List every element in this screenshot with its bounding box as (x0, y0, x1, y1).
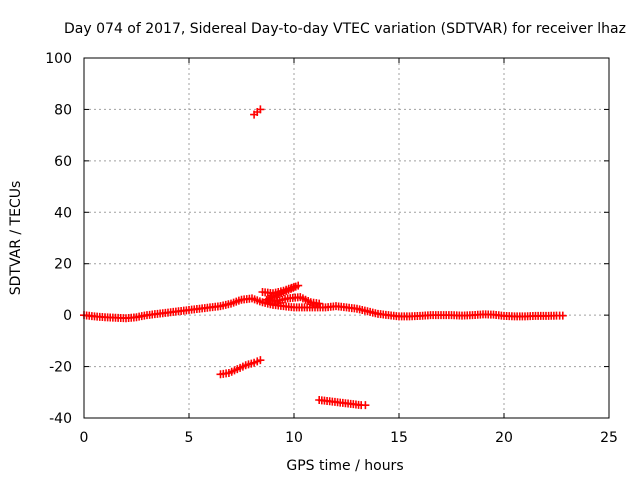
series-2 (258, 281, 324, 308)
series-4 (250, 105, 265, 119)
grid-lines (84, 58, 609, 418)
x-axis-ticks: 0 5 10 15 20 25 (80, 58, 618, 446)
chart-title: Day 074 of 2017, Sidereal Day-to-day VTE… (64, 21, 626, 37)
data-points (80, 105, 567, 410)
series-3 (216, 356, 265, 379)
x-tick-label: 25 (600, 430, 618, 446)
data-point (256, 356, 265, 365)
x-tick-label: 15 (390, 430, 408, 446)
y-tick-label: 80 (54, 102, 72, 118)
data-point (256, 105, 265, 114)
y-tick-label: -40 (49, 411, 72, 427)
series-5 (315, 396, 370, 410)
data-point (361, 401, 370, 410)
data-point (558, 311, 567, 320)
x-tick-label: 10 (285, 430, 303, 446)
y-tick-label: 60 (54, 154, 72, 170)
y-tick-label: -20 (49, 360, 72, 376)
x-tick-label: 20 (495, 430, 513, 446)
data-point (315, 299, 324, 308)
x-tick-label: 0 (80, 430, 89, 446)
y-tick-label: 100 (45, 51, 72, 67)
y-tick-label: 0 (63, 308, 72, 324)
series-1 (80, 294, 567, 323)
x-tick-label: 5 (185, 430, 194, 446)
x-axis-label: GPS time / hours (286, 458, 403, 474)
y-tick-label: 40 (54, 205, 72, 221)
y-tick-label: 20 (54, 257, 72, 273)
plot-frame (83, 57, 610, 419)
y-axis-ticks: -40 -20 0 20 40 60 80 100 (45, 51, 609, 427)
y-axis-label: SDTVAR / TECUs (8, 181, 24, 296)
